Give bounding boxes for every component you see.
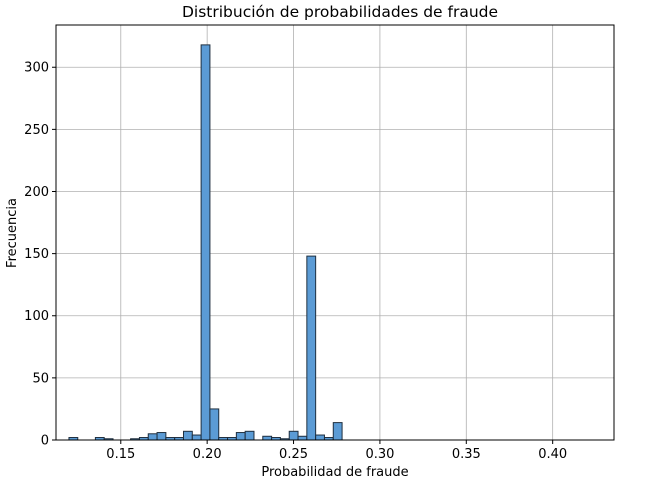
x-axis-ticks: 0.15 0.20 0.25 0.30 0.35 0.40 (106, 440, 567, 462)
y-tick-label: 50 (32, 371, 49, 386)
y-axis-label: Frecuencia (5, 198, 20, 268)
histogram-bar (297, 435, 308, 441)
histogram-bar (147, 433, 158, 441)
histogram-bar (200, 44, 211, 441)
histogram-bar (156, 432, 167, 441)
histogram-bar (235, 432, 246, 441)
y-tick-label: 0 (41, 434, 49, 449)
y-tick-label: 100 (24, 309, 49, 324)
histogram-bar (244, 430, 255, 441)
y-tick-label: 250 (24, 123, 49, 138)
x-tick-label: 0.15 (106, 447, 135, 462)
chart-title: Distribución de probabilidades de fraude (182, 3, 498, 21)
x-tick-label: 0.35 (452, 447, 481, 462)
y-tick-label: 150 (24, 247, 49, 262)
histogram-bar (288, 430, 299, 441)
x-axis-label: Probabilidad de fraude (261, 465, 408, 479)
histogram-bar (209, 408, 220, 441)
x-tick-label: 0.40 (538, 447, 567, 462)
plot-area-frame (55, 24, 615, 441)
histogram-bars (68, 44, 343, 441)
histogram-bar (191, 434, 202, 441)
x-tick-label: 0.20 (193, 447, 222, 462)
y-axis-ticks: 0 50 100 150 200 250 300 (24, 61, 56, 449)
histogram-bar (315, 434, 325, 441)
histogram-bar (262, 435, 273, 441)
y-tick-label: 200 (24, 185, 49, 200)
y-tick-label: 300 (24, 61, 49, 76)
x-tick-label: 0.25 (279, 447, 308, 462)
histogram-bar (182, 430, 193, 441)
x-tick-label: 0.30 (365, 447, 394, 462)
histogram-bar (306, 255, 317, 441)
grid-lines (56, 25, 614, 441)
histogram-bar (332, 422, 343, 441)
